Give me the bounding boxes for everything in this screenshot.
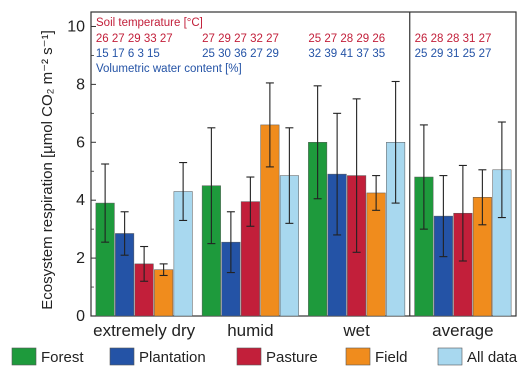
water-content-values: 25 29 31 25 27	[415, 48, 492, 60]
legend-swatch-field	[345, 347, 371, 366]
soil-temperature-values: 27 29 27 32 27	[202, 33, 279, 45]
x-category-label: humid	[227, 321, 273, 340]
annotations: Soil temperature [°C] 26 27 29 33 27 27 29…	[96, 17, 492, 75]
water-content-values: 15 17 6 3 15	[96, 48, 160, 60]
legend-swatch-plantation	[109, 347, 135, 366]
legend-label-pasture: Pasture	[266, 349, 318, 366]
error-bars	[101, 80, 506, 282]
x-category-label: wet	[342, 321, 370, 340]
y-tick-label: 10	[67, 18, 85, 35]
soil-temperature-label: Soil temperature [°C]	[96, 17, 203, 29]
y-axis-label: Ecosystem respiration [µmol CO₂ m⁻² s⁻¹]	[39, 30, 56, 310]
plot-border	[90, 11, 517, 317]
legend-label-field: Field	[375, 349, 408, 366]
legend-label-plantation: Plantation	[139, 349, 206, 366]
water-content-values: 25 30 36 27 29	[202, 48, 279, 60]
water-content-label: Volumetric water content [%]	[96, 63, 242, 75]
y-tick-label: 8	[76, 76, 85, 93]
legend-label-all-data: All data	[467, 349, 518, 366]
y-tick-label: 6	[76, 134, 85, 151]
bars	[95, 124, 512, 317]
bar-field-1	[154, 269, 174, 317]
bar-field-3	[366, 192, 386, 317]
y-tick-label: 2	[76, 250, 85, 267]
water-content-values: 32 39 41 37 35	[308, 48, 385, 60]
legend-swatch-pasture	[236, 347, 262, 366]
legend: Forest Plantation Pasture Field All data	[11, 347, 518, 366]
soil-temperature-values: 26 27 29 33 27	[96, 33, 173, 45]
plot-frame	[90, 11, 517, 317]
axes: 0 2 4 6 8 10 extremely dry humid wet average	[67, 18, 493, 340]
x-category-label: average	[432, 321, 493, 340]
legend-swatch-forest	[11, 347, 37, 366]
soil-temperature-values: 26 28 28 31 27	[415, 33, 492, 45]
legend-label-forest: Forest	[41, 349, 84, 366]
y-tick-label: 0	[76, 308, 85, 325]
legend-swatch-all-data	[437, 347, 463, 366]
x-category-label: extremely dry	[93, 321, 196, 340]
soil-temperature-values: 25 27 28 29 26	[308, 33, 385, 45]
y-tick-label: 4	[76, 192, 85, 209]
